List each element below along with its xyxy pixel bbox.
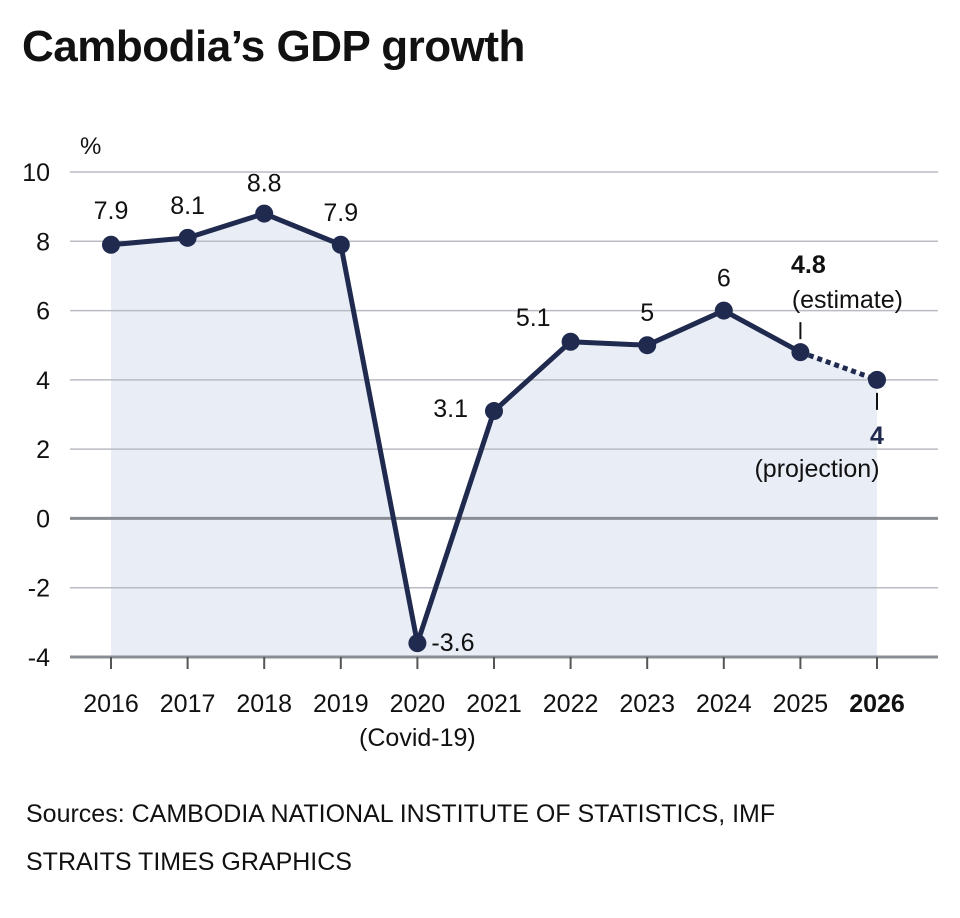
line-chart: 7.9 8.1 8.8 7.9 -3.6 3.1 5.1 5 6 4.8 4 (estimate) (p… (22, 133, 938, 752)
x-tick-label: 2016 (83, 690, 139, 718)
data-label-2022: 5.1 (516, 304, 551, 332)
data-point-2021 (485, 402, 503, 421)
data-label-2017: 8.1 (170, 192, 205, 220)
data-label-2024: 6 (717, 265, 731, 293)
y-tick-label: 0 (36, 505, 50, 533)
data-point-2026 (868, 370, 886, 389)
x-tick-label: 2019 (313, 690, 369, 718)
graphics-credit: STRAITS TIMES GRAPHICS (26, 848, 352, 876)
series-line-projected (799, 349, 878, 383)
data-point-2024 (714, 301, 733, 320)
data-label-layer: 7.9 8.1 8.8 7.9 -3.6 3.1 5.1 5 6 4.8 4 (estimate) (p… (94, 170, 903, 658)
data-label-2019: 7.9 (323, 199, 358, 227)
data-point-2017 (178, 228, 197, 247)
x-tick-label: 2022 (543, 690, 599, 718)
x-tick-label: 2018 (236, 690, 292, 718)
data-label-2016: 7.9 (94, 197, 129, 225)
y-tick-label: 2 (36, 436, 50, 464)
data-point-2025 (791, 343, 810, 362)
series-line-layer (110, 211, 878, 646)
x-tick-layer (110, 657, 878, 669)
series-line (110, 211, 802, 646)
x-tick-label: 2023 (619, 690, 675, 718)
data-label-2020: -3.6 (431, 629, 474, 657)
data-label-2025: 4.8 (791, 251, 826, 279)
chart-title: Cambodia’s GDP growth (22, 22, 525, 71)
y-tick-label: 6 (36, 298, 50, 326)
x-tick-note: (Covid-19) (359, 724, 476, 752)
y-tick-label: 4 (36, 367, 50, 395)
x-tick-label: 2020 (390, 690, 446, 718)
x-tick-label: 2025 (773, 690, 829, 718)
x-tick-label: 2026 (849, 690, 905, 718)
sources-note: Sources: CAMBODIA NATIONAL INSTITUTE OF … (26, 800, 776, 828)
area-fill-layer (111, 213, 877, 658)
y-tick-label: -2 (28, 575, 50, 603)
y-axis-unit-label: % (80, 133, 101, 160)
data-point-2019 (331, 235, 350, 254)
area-fill (111, 213, 877, 658)
data-point-2020 (408, 634, 427, 653)
data-point-2018 (255, 204, 274, 223)
x-tick-label: 2021 (466, 690, 522, 718)
data-label-2023: 5 (640, 299, 654, 327)
data-point-2023 (638, 336, 657, 355)
data-point-2022 (561, 332, 580, 351)
data-point-layer (102, 204, 886, 653)
data-point-2016 (102, 235, 120, 254)
y-tick-label: 10 (22, 159, 50, 187)
y-tick-label: 8 (36, 228, 50, 256)
annotation-estimate: (estimate) (792, 286, 903, 314)
x-tick-label: 2024 (696, 690, 752, 718)
data-label-2026: 4 (870, 422, 884, 450)
axis-text-layer: 10 8 6 4 2 0 -2 -4% 2016 2017 2018 2019 2020 (Covid-1… (22, 133, 905, 752)
grid-layer (70, 171, 938, 659)
data-label-2018: 8.8 (247, 170, 282, 198)
annotation-projection: (projection) (754, 455, 879, 483)
x-tick-label: 2017 (160, 690, 216, 718)
y-tick-label: -4 (28, 644, 50, 672)
data-label-2021: 3.1 (433, 395, 468, 423)
